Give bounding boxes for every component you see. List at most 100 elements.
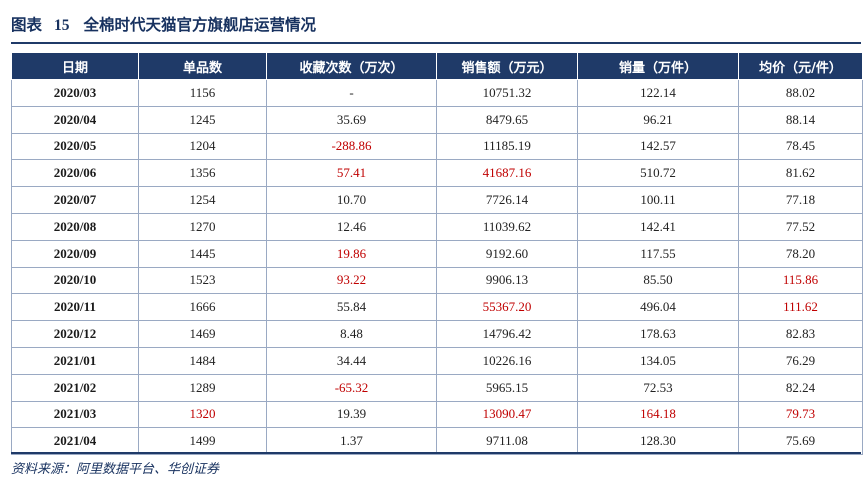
- cell-sales: 11039.62: [436, 212, 578, 241]
- cell-items: 1356: [138, 159, 267, 188]
- cell-volume: 117.55: [577, 239, 739, 268]
- table-row: 2020/03 1156-10751.32 122.14 88.02: [11, 79, 863, 107]
- cell-volume: 142.41: [577, 212, 739, 241]
- title-rule: [11, 42, 861, 44]
- cell-volume: 142.57: [577, 132, 739, 161]
- cell-volume: 510.72: [577, 159, 739, 188]
- header-favorites: 收藏次数（万次）: [266, 52, 437, 80]
- figure-caption: 全棉时代天猫官方旗舰店运营情况: [83, 16, 317, 34]
- cell-items: 1245: [138, 105, 267, 134]
- cell-price: 76.29: [738, 346, 863, 375]
- cell-sales: 55367.20: [436, 293, 578, 322]
- table-row: 2021/02 1289 -65.32 5965.15 72.53 82.24: [11, 373, 863, 402]
- table-row: 2020/06 1356 57.41 41687.16 510.72 81.62: [11, 159, 863, 188]
- cell-sales: 11185.19: [436, 132, 578, 161]
- cell-volume: 85.50: [577, 266, 739, 295]
- cell-items: 1254: [138, 186, 267, 214]
- table-row: 2020/12 1469 8.48 14796.42 178.63 82.83: [11, 320, 863, 348]
- cell-items: 1484: [138, 346, 267, 375]
- table-row: 2021/03 1320 19.39 13090.47 164.18 79.73: [11, 400, 863, 429]
- cell-sales: 9906.13: [436, 266, 578, 295]
- table-row: 2020/04 1245 35.69 8479.65 96.21 88.14: [11, 105, 863, 134]
- cell-sales: 41687.16: [436, 159, 578, 188]
- table-row: 2020/11 1666 55.84 55367.20 496.04 111.62: [11, 293, 863, 322]
- cell-sales: 7726.14: [436, 186, 578, 214]
- cell-price: 79.73: [738, 400, 863, 429]
- cell-favorites: 55.84: [266, 293, 437, 322]
- header-price: 均价（元/件）: [738, 52, 863, 80]
- cell-items: 1204: [138, 132, 267, 161]
- cell-price: 88.14: [738, 105, 863, 134]
- cell-date: 2021/01: [11, 346, 139, 375]
- cell-favorites: 35.69: [266, 105, 437, 134]
- table-row: 2021/01 1484 34.44 10226.16 134.05 76.29: [11, 346, 863, 375]
- cell-price: 77.52: [738, 212, 863, 241]
- header-volume: 销量（万件）: [577, 52, 739, 80]
- cell-sales: 13090.47: [436, 400, 578, 429]
- table-row: 2021/04 1499 1.37 9711.08 128.30 75.69: [11, 427, 863, 456]
- cell-items: 1156: [138, 79, 267, 107]
- cell-volume: 72.53: [577, 373, 739, 402]
- cell-date: 2020/03: [11, 79, 139, 107]
- cell-date: 2020/12: [11, 320, 139, 348]
- table-row: 2020/05 1204 -288.86 11185.19 142.57 78.45: [11, 132, 863, 161]
- cell-price: 111.62: [738, 293, 863, 322]
- cell-volume: 496.04: [577, 293, 739, 322]
- cell-sales: 9192.60: [436, 239, 578, 268]
- cell-date: 2020/09: [11, 239, 139, 268]
- header-sales: 销售额（万元）: [436, 52, 578, 80]
- cell-price: 75.69: [738, 427, 863, 456]
- header-date: 日期: [11, 52, 139, 80]
- cell-date: 2021/03: [11, 400, 139, 429]
- cell-items: 1270: [138, 212, 267, 241]
- cell-date: 2020/04: [11, 105, 139, 134]
- cell-volume: 134.05: [577, 346, 739, 375]
- cell-favorites: 1.37: [266, 427, 437, 456]
- cell-date: 2020/06: [11, 159, 139, 188]
- cell-sales: 14796.42: [436, 320, 578, 348]
- figure-label: 图表: [11, 16, 43, 34]
- table-row: 2020/09 1445 19.86 9192.60 117.55 78.20: [11, 239, 863, 268]
- cell-volume: 96.21: [577, 105, 739, 134]
- source-note: 资料来源：阿里数据平台、华创证券: [11, 462, 220, 477]
- cell-price: 82.83: [738, 320, 863, 348]
- cell-volume: 100.11: [577, 186, 739, 214]
- cell-price: 82.24: [738, 373, 863, 402]
- cell-items: 1469: [138, 320, 267, 348]
- cell-date: 2020/10: [11, 266, 139, 295]
- table-header-row: 日期 单品数 收藏次数（万次） 销售额（万元） 销量（万件） 均价（元/件）: [11, 52, 863, 80]
- cell-date: 2020/05: [11, 132, 139, 161]
- cell-volume: 178.63: [577, 320, 739, 348]
- cell-favorites: 19.86: [266, 239, 437, 268]
- cell-sales: 8479.65: [436, 105, 578, 134]
- cell-favorites: 93.22: [266, 266, 437, 295]
- figure-title: 图表 15 全棉时代天猫官方旗舰店运营情况: [11, 12, 316, 38]
- cell-items: 1499: [138, 427, 267, 456]
- cell-volume: 164.18: [577, 400, 739, 429]
- cell-sales: 9711.08: [436, 427, 578, 456]
- cell-date: 2021/02: [11, 373, 139, 402]
- operations-table: 日期 单品数 收藏次数（万次） 销售额（万元） 销量（万件） 均价（元/件） 2…: [11, 52, 863, 456]
- cell-favorites: 12.46: [266, 212, 437, 241]
- cell-date: 2020/07: [11, 186, 139, 214]
- cell-sales: 10751.32: [436, 79, 578, 107]
- cell-favorites: 34.44: [266, 346, 437, 375]
- cell-date: 2020/08: [11, 212, 139, 241]
- header-items: 单品数: [138, 52, 267, 80]
- table-row: 2020/07 1254 10.70 7726.14 100.11 77.18: [11, 186, 863, 214]
- cell-price: 78.45: [738, 132, 863, 161]
- cell-items: 1289: [138, 373, 267, 402]
- cell-favorites: -65.32: [266, 373, 437, 402]
- cell-volume: 122.14: [577, 79, 739, 107]
- cell-favorites: 10.70: [266, 186, 437, 214]
- cell-date: 2020/11: [11, 293, 139, 322]
- table-body: 2020/03 1156-10751.32 122.14 88.02 2020/04 12…: [11, 79, 863, 456]
- table-row: 2020/08 1270 12.46 11039.62 142.41 77.52: [11, 212, 863, 241]
- cell-price: 88.02: [738, 79, 863, 107]
- cell-favorites: 8.48: [266, 320, 437, 348]
- cell-price: 78.20: [738, 239, 863, 268]
- cell-price: 81.62: [738, 159, 863, 188]
- cell-items: 1320: [138, 400, 267, 429]
- cell-volume: 128.30: [577, 427, 739, 456]
- cell-favorites: -288.86: [266, 132, 437, 161]
